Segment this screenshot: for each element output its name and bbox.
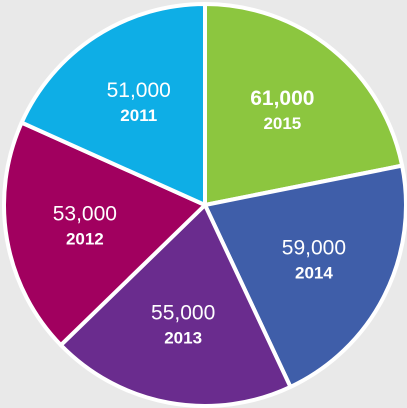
pie-slice (58, 203, 293, 408)
value-label: 59,000 (282, 237, 346, 260)
value-label: 51,000 (107, 79, 171, 102)
pie-slice (203, 163, 407, 389)
pie-slice (203, 2, 405, 207)
category-label: 2012 (66, 230, 104, 249)
category-label: 2013 (164, 329, 202, 348)
value-label: 53,000 (53, 203, 117, 226)
category-label: 2015 (263, 114, 301, 133)
value-label: 61,000 (250, 87, 314, 110)
pie-slice (2, 120, 207, 348)
category-label: 2014 (295, 263, 333, 282)
value-label: 55,000 (151, 302, 215, 325)
category-label: 2011 (120, 106, 157, 125)
pie-slice (19, 2, 207, 207)
